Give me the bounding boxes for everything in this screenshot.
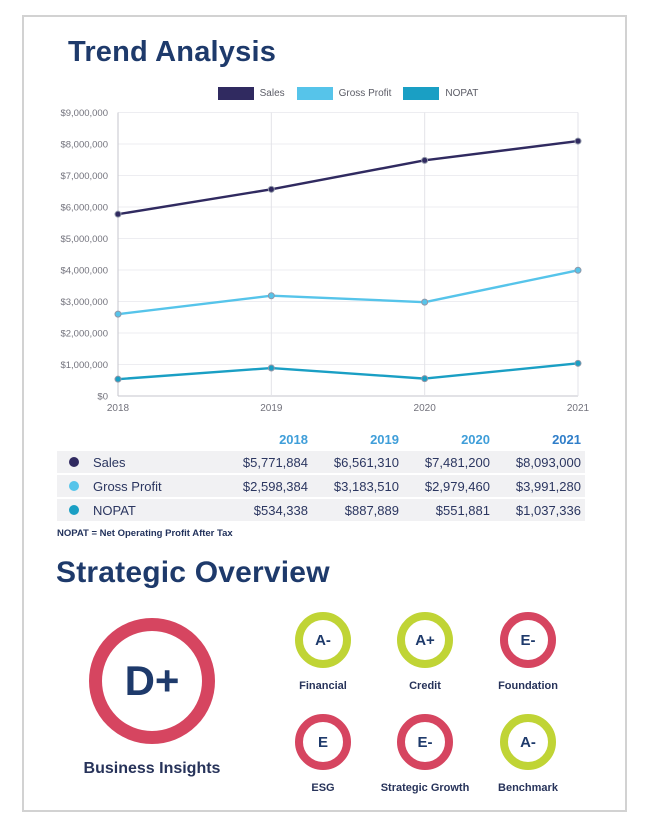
row-label: Gross Profit: [93, 478, 162, 494]
legend-item-sales: Sales: [217, 87, 285, 100]
year-column-header: 2019: [370, 432, 399, 447]
business-insights-label: Business Insights: [83, 760, 221, 777]
grade-value: A-: [520, 733, 536, 751]
table-header-row: 2018 2019 2020 2021: [57, 430, 585, 449]
trend-analysis-title: Trend Analysis: [68, 36, 277, 68]
y-axis-tick-label: $7,000,000: [60, 171, 108, 182]
row-value: $2,979,460: [424, 478, 490, 494]
grade-value: E-: [520, 631, 536, 649]
grade-value: A+: [415, 631, 435, 649]
y-axis-tick-label: $4,000,000: [60, 266, 108, 277]
chart-legend: Sales Gross Profit NOPAT: [118, 87, 578, 100]
data-point-sales-2020: [421, 156, 429, 164]
data-point-nopat-2021: [574, 359, 582, 367]
y-axis-tick-label: $3,000,000: [60, 297, 108, 308]
financials-table: 2018 2019 2020 2021 Sales $5,771,884 $6,561,31…: [57, 430, 585, 521]
legend-item-gross-profit: Gross Profit: [296, 87, 392, 100]
y-axis-tick-label: $8,000,000: [60, 140, 108, 151]
data-point-gross-profit-2021: [574, 266, 582, 274]
legend-label: Sales: [259, 88, 285, 99]
y-axis-tick-label: $9,000,000: [60, 108, 108, 119]
y-axis-tick-label: $6,000,000: [60, 203, 108, 214]
row-value: $7,481,200: [424, 454, 490, 470]
row-value: $8,093,000: [515, 454, 581, 470]
grade-label-foundation: Foundation: [498, 680, 558, 692]
legend-swatch-gross-profit: [296, 87, 333, 100]
row-value: $3,183,510: [333, 478, 399, 494]
row-label: NOPAT: [93, 502, 136, 518]
series-line-nopat: [117, 362, 579, 381]
row-value: $1,037,336: [515, 502, 581, 518]
legend-item-nopat: NOPAT: [403, 87, 478, 100]
y-axis-tick-label: $0: [97, 392, 108, 403]
grade-circle-financial: A-: [295, 612, 351, 668]
table-footnote: NOPAT = Net Operating Profit After Tax: [57, 528, 233, 539]
legend-label: Gross Profit: [338, 88, 392, 99]
grade-value: A-: [315, 631, 331, 649]
y-axis-tick-label: $2,000,000: [60, 329, 108, 340]
grade-label-financial: Financial: [299, 680, 347, 692]
grade-label-benchmark: Benchmark: [498, 782, 558, 794]
legend-swatch-nopat: [403, 87, 440, 100]
row-value: $6,561,310: [333, 454, 399, 470]
year-column-header: 2021: [552, 432, 581, 447]
row-label-cell: Sales: [57, 455, 221, 470]
y-axis-tick-label: $5,000,000: [60, 234, 108, 245]
series-dot-icon: [69, 505, 79, 515]
x-axis-tick-label: 2021: [567, 403, 590, 414]
series-line-gross-profit: [117, 269, 579, 316]
grade-label-strategic-growth: Strategic Growth: [380, 782, 470, 794]
x-axis-tick-label: 2019: [260, 403, 283, 414]
year-column-header: 2018: [279, 432, 308, 447]
data-point-gross-profit-2018: [114, 310, 122, 318]
grade-circle-strategic-growth: E-: [397, 714, 453, 770]
table-row-gross-profit: Gross Profit $2,598,384 $3,183,510 $2,979,4…: [57, 475, 585, 497]
data-point-sales-2021: [574, 137, 582, 145]
grade-circle-credit: A+: [397, 612, 453, 668]
legend-swatch-sales: [217, 87, 254, 100]
series-dot-icon: [69, 457, 79, 467]
x-axis-tick-label: 2018: [107, 403, 130, 414]
series-dot-icon: [69, 481, 79, 491]
row-value: $5,771,884: [242, 454, 308, 470]
row-label: Sales: [93, 454, 126, 470]
business-insights-grade: D+: [124, 657, 180, 704]
grade-value: E-: [417, 733, 433, 751]
series-line-sales: [117, 139, 579, 216]
legend-label: NOPAT: [445, 88, 479, 99]
grade-label-credit: Credit: [409, 680, 441, 692]
year-column-header: 2020: [461, 432, 490, 447]
data-point-gross-profit-2020: [421, 298, 429, 306]
grade-circle-foundation: E-: [500, 612, 556, 668]
grade-circle-benchmark: A-: [500, 714, 556, 770]
row-value: $3,991,280: [515, 478, 581, 494]
row-value: $2,598,384: [242, 478, 308, 494]
row-label-cell: NOPAT: [57, 503, 221, 518]
data-point-nopat-2019: [267, 364, 275, 372]
table-row-sales: Sales $5,771,884 $6,561,310 $7,481,200 $8,09…: [57, 451, 585, 473]
x-axis-tick-label: 2020: [414, 403, 437, 414]
grade-circle-esg: E: [295, 714, 351, 770]
row-label-cell: Gross Profit: [57, 479, 221, 494]
row-value: $534,338: [253, 502, 308, 518]
strategic-overview-title: Strategic Overview: [56, 556, 330, 589]
data-point-nopat-2020: [421, 375, 429, 383]
data-point-gross-profit-2019: [267, 292, 275, 300]
data-point-sales-2018: [114, 210, 122, 218]
trend-line-chart: $0 $1,000,000 $2,000,000 $3,000,000 $4,000,0…: [60, 108, 590, 414]
data-point-nopat-2018: [114, 375, 122, 383]
y-axis-tick-label: $1,000,000: [60, 360, 108, 371]
business-insights-grade-circle: D+: [89, 618, 215, 744]
data-point-sales-2019: [267, 185, 275, 193]
row-value: $551,881: [435, 502, 490, 518]
row-value: $887,889: [344, 502, 399, 518]
grade-value: E: [317, 733, 328, 751]
table-row-nopat: NOPAT $534,338 $887,889 $551,881 $1,037,336: [57, 499, 585, 521]
grade-label-esg: ESG: [311, 782, 335, 794]
